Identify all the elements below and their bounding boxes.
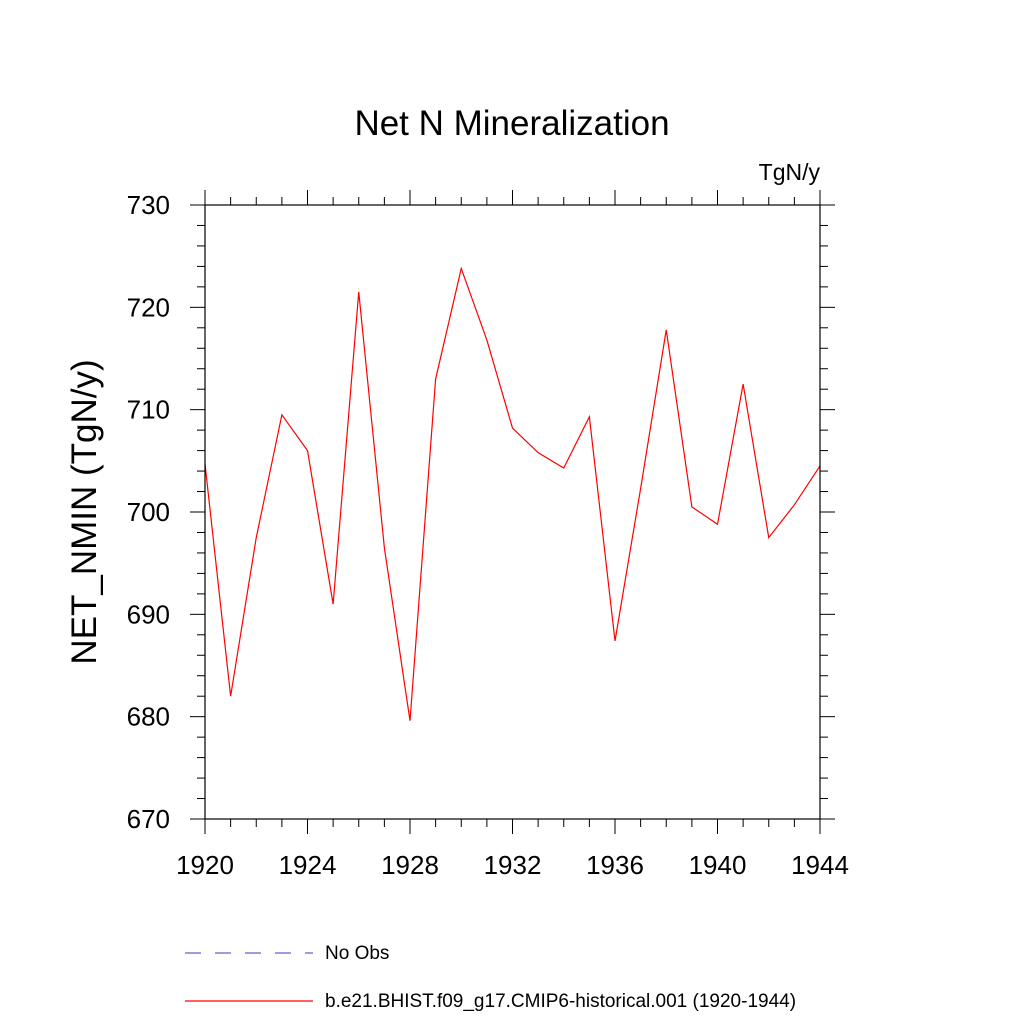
series-layer xyxy=(204,266,821,721)
units-label: TgN/y xyxy=(759,159,821,185)
x-tick-label: 1936 xyxy=(586,850,644,880)
y-axis-label: NET_NMIN (TgN/y) xyxy=(65,359,104,664)
y-tick-label: 710 xyxy=(127,395,170,425)
plot-frame xyxy=(204,204,821,820)
x-tick-label: 1924 xyxy=(279,850,337,880)
x-tick-label: 1940 xyxy=(689,850,747,880)
y-tick-label: 680 xyxy=(127,702,170,732)
y-tick-label: 700 xyxy=(127,497,170,527)
series-line xyxy=(204,266,821,721)
legend-label-no-obs: No Obs xyxy=(325,943,389,964)
y-tick-label: 670 xyxy=(127,804,170,834)
x-tick-label: 1932 xyxy=(484,850,542,880)
tick-labels: 1920 1924 1928 1932 1936 1940 1944 670 680 690 700… xyxy=(127,190,849,880)
axis-ticks xyxy=(190,190,835,834)
legend-label-model: b.e21.BHIST.f09_g17.CMIP6-historical.001… xyxy=(325,991,796,1012)
x-tick-label: 1920 xyxy=(176,850,234,880)
y-tick-label: 690 xyxy=(127,599,170,629)
x-tick-label: 1928 xyxy=(381,850,439,880)
y-tick-label: 730 xyxy=(127,190,170,220)
x-tick-label: 1944 xyxy=(791,850,849,880)
y-tick-label: 720 xyxy=(127,292,170,322)
chart-title: Net N Mineralization xyxy=(354,104,669,143)
legend: No Obs b.e21.BHIST.f09_g17.CMIP6-histori… xyxy=(185,943,796,1012)
